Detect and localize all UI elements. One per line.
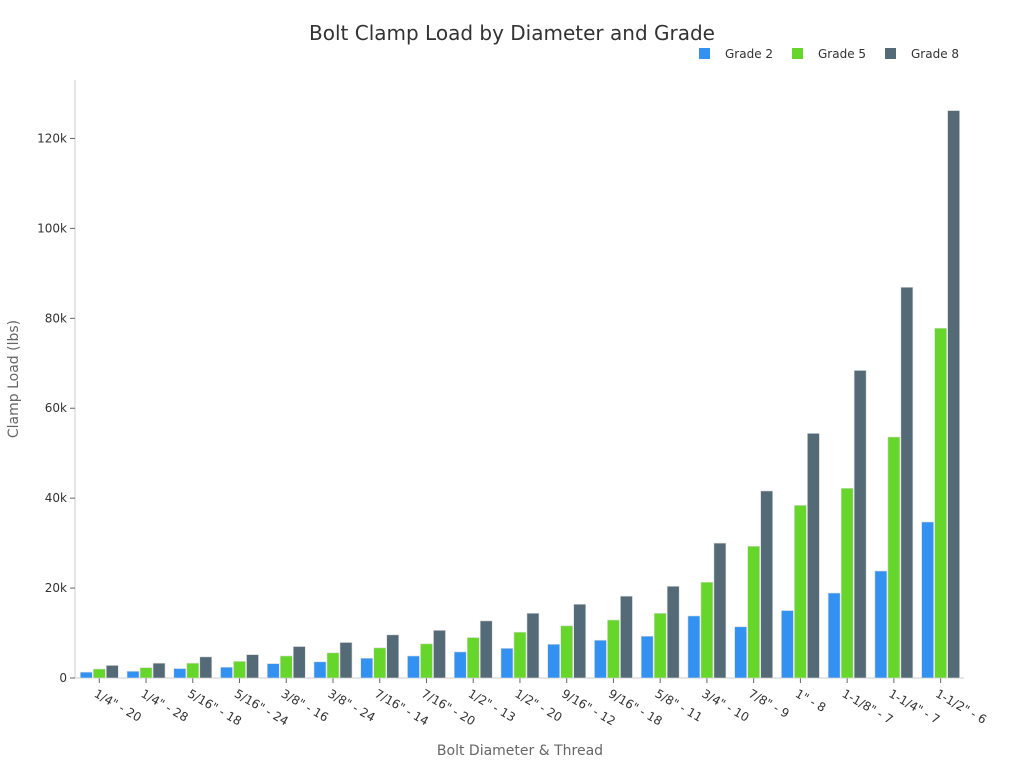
bar-grade-8: [853, 370, 867, 679]
bar-grade-2: [874, 570, 888, 679]
x-tick-label: 7/8" - 9: [746, 686, 791, 720]
y-tick-label: 120k: [37, 131, 67, 145]
bar-grade-8: [900, 286, 914, 679]
bar-grade-2: [453, 651, 467, 679]
bar-grade-5: [794, 505, 807, 679]
bar-grade-8: [666, 585, 680, 679]
bar-grade-5: [279, 655, 293, 679]
bar-grade-2: [640, 635, 654, 679]
bar-grade-5: [326, 652, 340, 679]
legend-swatch: [885, 48, 896, 59]
bar-grade-8: [573, 603, 587, 679]
bar-grade-5: [513, 631, 527, 679]
bar-grade-2: [313, 661, 327, 679]
x-axis-label: Bolt Diameter & Thread: [437, 743, 603, 759]
bar-grade-2: [407, 655, 420, 679]
x-tick-label: 1-1/2" - 6: [933, 686, 989, 726]
x-tick-label: 1-1/8" - 7: [840, 686, 896, 726]
legend: Grade 2 Grade 5 Grade 8: [699, 47, 959, 61]
bar-grade-8: [433, 630, 446, 679]
bar-grade-5: [607, 619, 620, 679]
bar-grade-8: [339, 642, 353, 679]
x-tick-label: 3/8" - 24: [326, 686, 378, 724]
bar-grade-5: [700, 581, 714, 679]
bar-grade-5: [186, 662, 200, 679]
legend-swatch: [792, 48, 803, 59]
x-tick-label: 1/4" - 20: [92, 686, 144, 724]
bar-grade-5: [560, 625, 574, 679]
bar-grade-8: [292, 646, 306, 679]
legend-label: Grade 8: [911, 47, 959, 61]
bar-grade-5: [373, 647, 387, 679]
y-tick-label: 60k: [45, 401, 67, 415]
bar-grade-2: [360, 657, 374, 679]
bar-grade-5: [420, 643, 433, 679]
x-tick-label: 1-1/4" - 7: [886, 686, 942, 726]
bar-grade-8: [106, 665, 119, 679]
bar-grade-8: [713, 542, 727, 679]
bar-grade-2: [921, 521, 934, 679]
bar-grade-5: [93, 668, 106, 679]
y-tick-label: 40k: [45, 491, 67, 505]
bar-grade-8: [199, 656, 213, 679]
bar-grade-2: [220, 666, 233, 679]
bar-grade-8: [760, 490, 773, 679]
bar-grade-2: [80, 671, 93, 679]
x-tick-label: 3/4" - 10: [699, 686, 751, 724]
legend-swatch: [699, 48, 710, 59]
bar-grade-2: [547, 643, 561, 679]
bars: [80, 110, 960, 679]
bar-grade-2: [687, 615, 701, 679]
y-axis-label: Clamp Load (lbs): [6, 320, 22, 438]
bar-grade-8: [152, 662, 166, 679]
bar-grade-8: [386, 634, 400, 679]
y-tick-label: 80k: [45, 311, 67, 325]
bar-grade-5: [934, 327, 947, 679]
bar-grade-8: [807, 433, 820, 679]
bar-grade-5: [840, 487, 854, 679]
bar-grade-5: [887, 436, 901, 679]
bar-grade-5: [653, 612, 667, 679]
bar-grade-2: [126, 670, 140, 679]
x-tick-label: 1/4" - 28: [139, 686, 191, 724]
x-tick-label: 1" - 8: [793, 686, 828, 714]
bar-grade-8: [246, 654, 259, 679]
bar-grade-2: [734, 626, 747, 679]
bar-grade-8: [947, 110, 960, 679]
bar-grade-5: [139, 667, 153, 679]
y-tick-label: 100k: [37, 221, 67, 235]
legend-label: Grade 2: [725, 47, 773, 61]
y-tick-label: 0: [59, 671, 67, 685]
bar-grade-2: [500, 648, 514, 679]
bar-grade-2: [266, 663, 280, 679]
bar-grade-2: [827, 592, 841, 679]
chart-title: Bolt Clamp Load by Diameter and Grade: [309, 21, 715, 45]
bar-grade-2: [781, 610, 794, 679]
bar-grade-2: [173, 668, 187, 679]
bar-grade-5: [747, 545, 760, 679]
bar-grade-2: [594, 639, 607, 679]
y-tick-label: 20k: [45, 581, 67, 595]
legend-label: Grade 5: [818, 47, 866, 61]
bar-grade-5: [466, 637, 480, 679]
bar-grade-8: [526, 612, 540, 679]
x-tick-label: 1/2" - 20: [512, 686, 564, 724]
bar-grade-8: [479, 620, 493, 679]
bar-grade-8: [620, 595, 633, 679]
bar-grade-5: [233, 661, 246, 679]
